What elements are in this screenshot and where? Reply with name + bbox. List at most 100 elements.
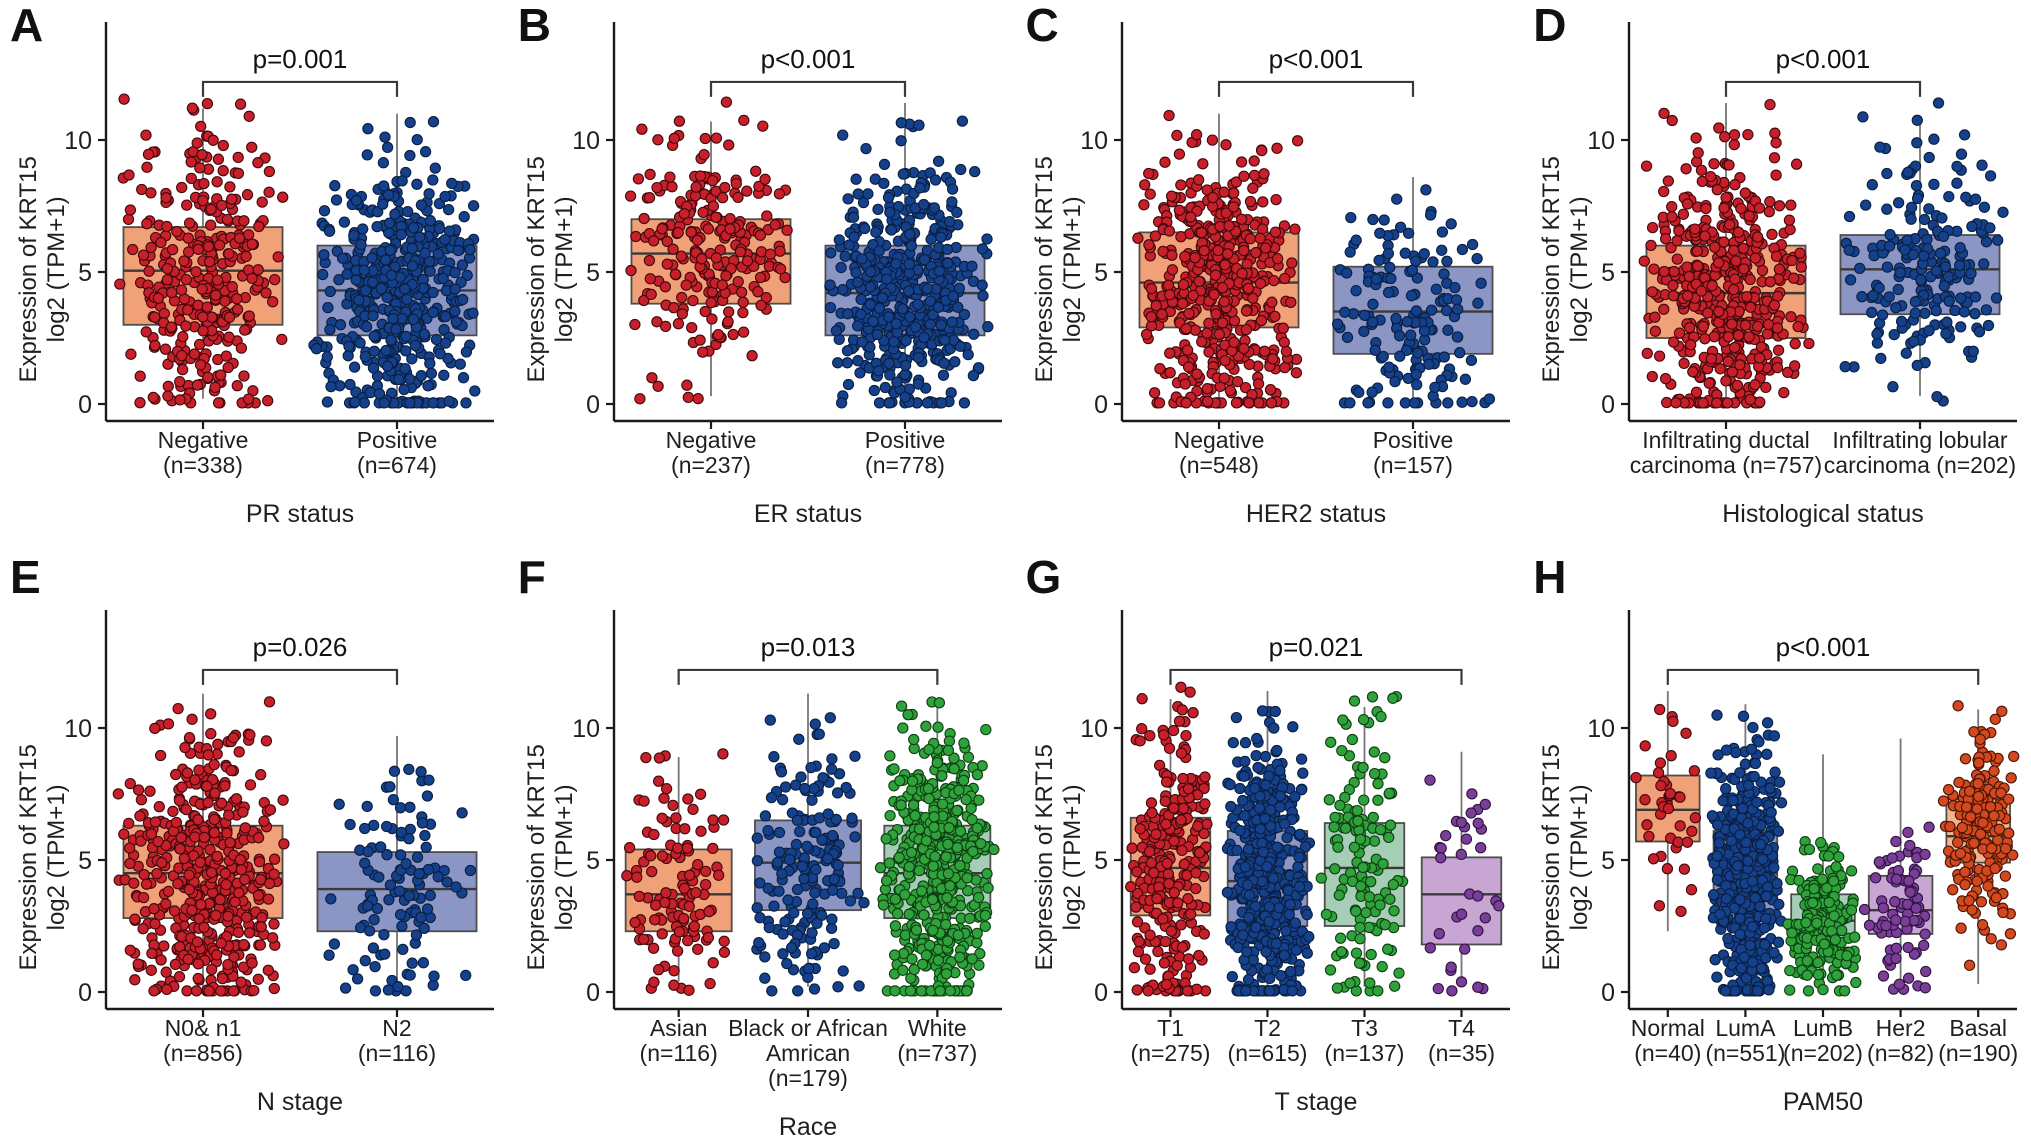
data-point bbox=[399, 362, 411, 375]
data-point bbox=[369, 985, 382, 997]
panel-f-race: F 0 5 10 Expression of KRT15 log2 (TPM+1) Asi… bbox=[508, 552, 1016, 1144]
data-point bbox=[134, 810, 146, 822]
data-point bbox=[193, 764, 205, 776]
data-point bbox=[768, 900, 780, 912]
data-point bbox=[1419, 184, 1432, 196]
data-point bbox=[1430, 283, 1442, 295]
data-point bbox=[1206, 191, 1219, 204]
data-point bbox=[695, 253, 708, 265]
data-point bbox=[1175, 844, 1188, 857]
data-point bbox=[825, 913, 838, 925]
data-point bbox=[710, 252, 722, 264]
data-point bbox=[1884, 229, 1896, 241]
panel-letter-f: F bbox=[517, 551, 546, 603]
data-point bbox=[1441, 397, 1453, 409]
data-point bbox=[239, 822, 251, 834]
data-point bbox=[348, 229, 360, 242]
data-point bbox=[917, 198, 930, 211]
data-point bbox=[1660, 372, 1672, 385]
data-point bbox=[1678, 357, 1690, 370]
data-point bbox=[137, 249, 150, 261]
data-point bbox=[175, 832, 187, 844]
data-point bbox=[893, 775, 906, 787]
data-point bbox=[948, 763, 960, 775]
data-point bbox=[1873, 282, 1886, 294]
data-point bbox=[1856, 291, 1868, 303]
data-point bbox=[389, 208, 401, 220]
data-point bbox=[434, 348, 446, 360]
data-point bbox=[347, 964, 359, 976]
data-point bbox=[940, 968, 952, 980]
data-point bbox=[762, 882, 774, 894]
data-point bbox=[1923, 151, 1936, 164]
data-point bbox=[1211, 244, 1224, 257]
data-point bbox=[905, 240, 917, 252]
data-point bbox=[384, 244, 396, 257]
data-point bbox=[333, 274, 345, 286]
y-tick-label: 10 bbox=[64, 715, 92, 743]
data-point bbox=[972, 891, 984, 904]
p-value-label: p=0.013 bbox=[760, 632, 855, 662]
data-point bbox=[220, 878, 232, 891]
data-point bbox=[396, 175, 408, 187]
data-point bbox=[966, 813, 978, 826]
data-point bbox=[1271, 253, 1283, 265]
data-point bbox=[242, 393, 255, 405]
data-point bbox=[243, 927, 256, 939]
data-point bbox=[1196, 158, 1208, 170]
data-point bbox=[1970, 291, 1982, 303]
data-point bbox=[404, 801, 416, 813]
data-point bbox=[951, 301, 964, 313]
data-point bbox=[158, 307, 170, 320]
data-point bbox=[227, 985, 240, 997]
data-point bbox=[864, 265, 876, 278]
data-point bbox=[387, 313, 399, 325]
data-point bbox=[872, 203, 884, 216]
data-point bbox=[1874, 141, 1886, 153]
data-point bbox=[228, 951, 240, 963]
data-point bbox=[833, 234, 845, 246]
data-point bbox=[858, 222, 871, 235]
data-point bbox=[169, 958, 182, 971]
data-point bbox=[406, 242, 418, 254]
data-point bbox=[913, 119, 925, 131]
data-point bbox=[1909, 307, 1922, 319]
data-point bbox=[1969, 308, 1981, 320]
data-point bbox=[1646, 286, 1659, 298]
data-point bbox=[932, 954, 944, 967]
data-point bbox=[694, 788, 706, 800]
data-point bbox=[832, 981, 844, 993]
data-point bbox=[1218, 372, 1230, 384]
y-axis-label-line1: Expression of KRT15 bbox=[1031, 744, 1058, 970]
data-point bbox=[1257, 168, 1270, 180]
data-point bbox=[903, 228, 916, 240]
data-point bbox=[1140, 328, 1152, 340]
data-point bbox=[954, 163, 967, 176]
data-point bbox=[232, 151, 244, 164]
data-point bbox=[935, 770, 948, 782]
data-point bbox=[884, 809, 896, 822]
y-tick-label: 5 bbox=[586, 259, 600, 287]
data-point bbox=[350, 274, 362, 286]
data-point bbox=[124, 204, 137, 216]
data-point bbox=[813, 728, 825, 740]
data-point bbox=[853, 980, 865, 992]
data-point bbox=[783, 853, 795, 866]
data-point bbox=[1658, 107, 1670, 120]
data-point bbox=[1772, 322, 1784, 334]
data-point bbox=[932, 301, 944, 313]
data-point bbox=[690, 181, 702, 193]
data-point bbox=[278, 838, 290, 850]
data-point bbox=[1227, 187, 1239, 199]
data-point bbox=[385, 334, 397, 346]
data-point bbox=[946, 183, 958, 195]
data-point bbox=[1911, 179, 1923, 192]
data-point bbox=[899, 359, 911, 372]
data-point bbox=[1754, 352, 1766, 364]
data-point bbox=[1389, 312, 1402, 325]
data-point bbox=[178, 852, 190, 865]
data-point bbox=[737, 114, 750, 127]
data-point bbox=[1860, 199, 1872, 211]
data-point bbox=[692, 392, 704, 405]
